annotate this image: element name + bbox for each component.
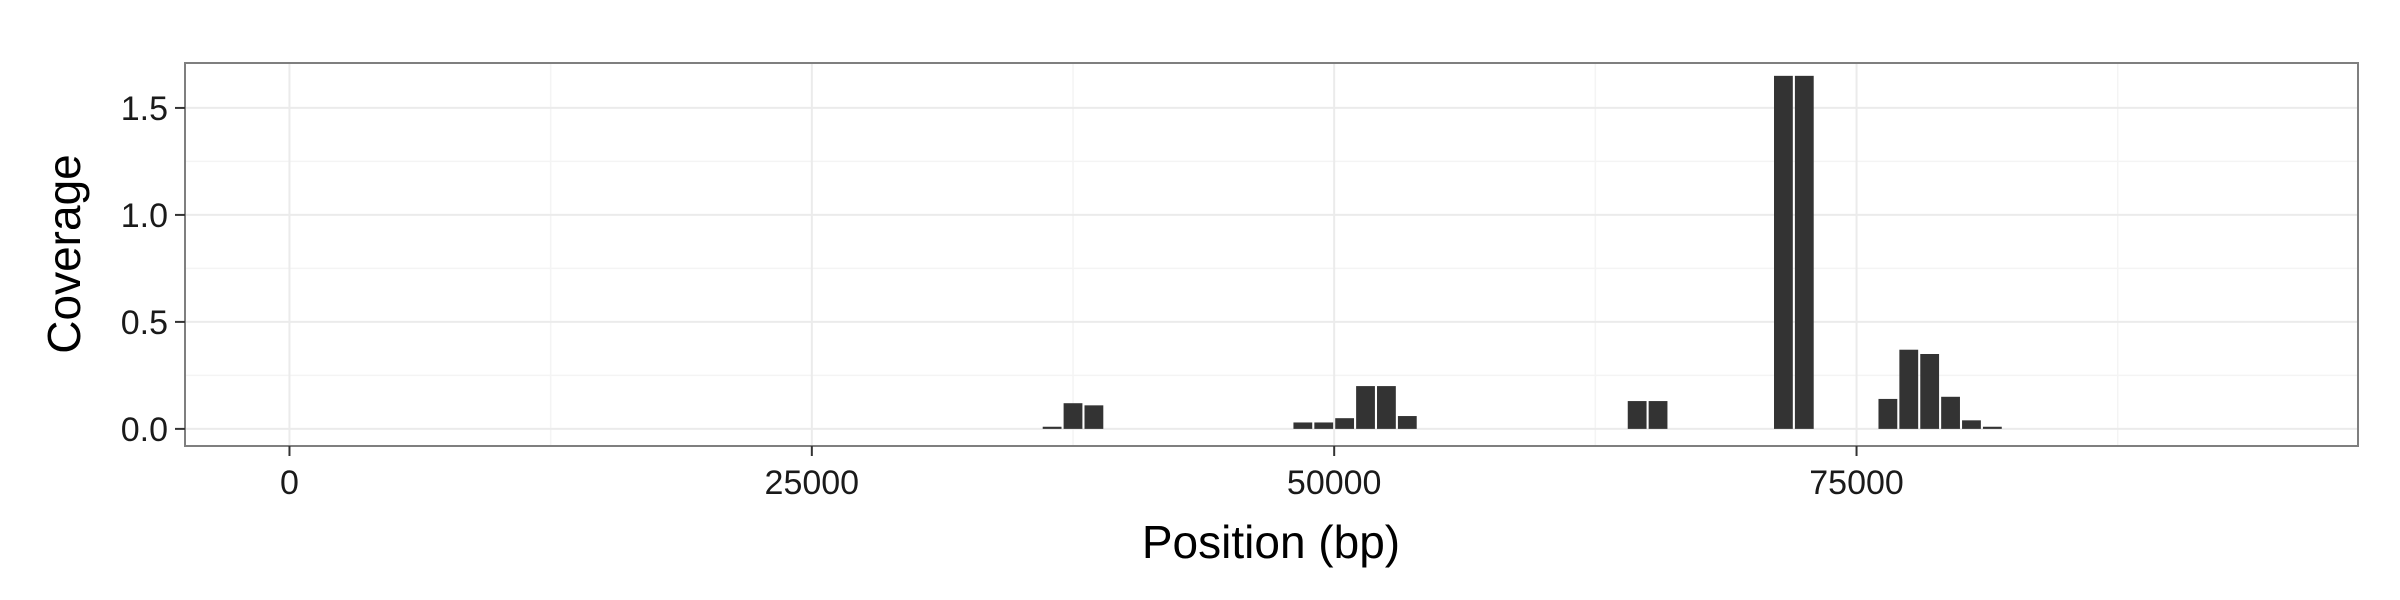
plot-panel-background	[185, 63, 2358, 446]
y-tick-label: 1.5	[121, 90, 168, 128]
coverage-bar	[1084, 405, 1104, 429]
x-tick-label: 0	[280, 464, 299, 502]
coverage-bar	[1356, 386, 1375, 429]
coverage-bar	[1397, 416, 1417, 429]
coverage-bar	[1063, 403, 1083, 429]
coverage-bars	[1042, 75, 2002, 429]
plot-panel-border	[184, 62, 2359, 447]
coverage-bar	[1293, 422, 1313, 429]
x-axis-ticks: 0 25000 50000 75000	[280, 446, 1904, 502]
coverage-bar	[1941, 396, 1960, 429]
minor-grid	[185, 63, 2358, 446]
coverage-bar	[1920, 353, 1940, 429]
coverage-bar	[1314, 422, 1334, 429]
coverage-bar	[1377, 386, 1396, 429]
x-tick-label: 50000	[1287, 464, 1382, 502]
coverage-bar	[1794, 75, 1814, 429]
coverage-bar	[1335, 418, 1355, 429]
y-tick-label: 0.5	[121, 304, 168, 342]
y-tick-label: 0.0	[121, 411, 168, 449]
coverage-bar	[1982, 426, 2002, 429]
coverage-bar	[1899, 349, 1919, 429]
y-axis-ticks: 0.0 0.5 1.0 1.5	[121, 90, 185, 449]
coverage-bar	[1774, 75, 1793, 429]
coverage-bar	[1042, 426, 1062, 429]
x-tick-label: 25000	[765, 464, 860, 502]
x-axis-title: Position (bp)	[1142, 516, 1400, 568]
coverage-bar	[1627, 401, 1647, 429]
coverage-bar	[1962, 420, 1981, 429]
x-tick-label: 75000	[1809, 464, 1904, 502]
coverage-bar	[1878, 398, 1898, 429]
coverage-bar	[1648, 401, 1668, 429]
y-axis-title: Coverage	[38, 154, 90, 353]
y-tick-label: 1.0	[121, 197, 168, 235]
